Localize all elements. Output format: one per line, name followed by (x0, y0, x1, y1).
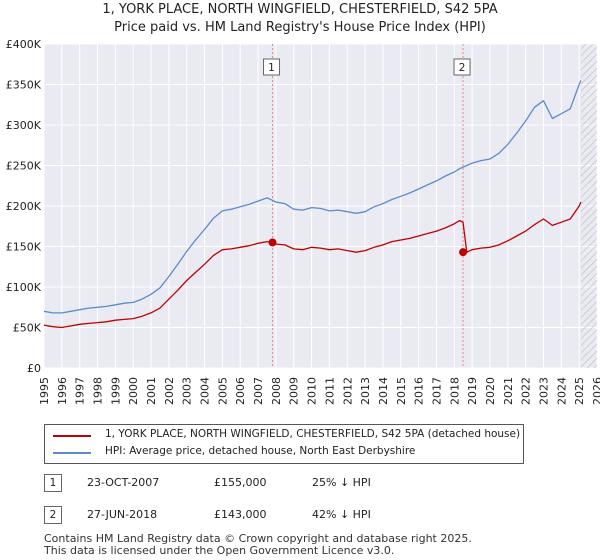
x-tick-label: 1995 (38, 377, 51, 405)
legend-label-hpi: HPI: Average price, detached house, Nort… (105, 445, 416, 457)
series-line (43, 201, 582, 329)
chart-title: 1, YORK PLACE, NORTH WINGFIELD, CHESTERF… (102, 2, 498, 17)
chart-subtitle: Price paid vs. HM Land Registry's House … (114, 20, 486, 35)
x-tick-label: 1998 (92, 377, 105, 405)
y-tick-label: £300K (6, 119, 42, 132)
transaction-hpi-diff: 25% ↓ HPI (312, 476, 371, 489)
transaction-label-box (263, 58, 281, 76)
transaction-point (459, 248, 468, 257)
x-tick-label: 2012 (341, 377, 354, 405)
x-tick-label: 2005 (216, 377, 229, 405)
x-tick-label: 2022 (520, 377, 533, 405)
x-tick-label: 2002 (163, 377, 176, 405)
x-tick-label: 2001 (145, 377, 158, 405)
x-tick-label: 2016 (413, 377, 426, 405)
x-tick-label: 2007 (252, 377, 265, 405)
price-chart: 1 2 £0 £50K £100K £150K £200K £250K £300K £350K £… (6, 38, 600, 405)
transaction-row: 1 23-OCT-2007 £155,000 25% ↓ HPI (44, 474, 564, 494)
x-tick-label: 2010 (306, 377, 319, 405)
x-tick-label: 2026 (591, 377, 600, 405)
x-tick-label: 2015 (395, 377, 408, 405)
transaction-number: 1 (44, 474, 62, 492)
y-tick-label: £250K (6, 160, 42, 173)
x-tick-label: 2024 (555, 377, 568, 405)
transaction-date: 27-JUN-2018 (87, 508, 158, 521)
x-tick-label: 2013 (359, 377, 372, 405)
x-tick-label: 1999 (109, 377, 122, 405)
transaction-row: 2 27-JUN-2018 £143,000 42% ↓ HPI (44, 506, 564, 526)
x-tick-label: 2011 (323, 377, 336, 405)
x-tick-label: 2018 (448, 377, 461, 405)
legend-swatch-hpi (53, 452, 91, 454)
y-tick-label: £50K (13, 322, 42, 335)
footer-copyright: Contains HM Land Registry data © Crown c… (44, 532, 472, 545)
y-tick-label: £100K (6, 281, 42, 294)
x-tick-label: 2017 (430, 377, 443, 405)
footer-licence: This data is licensed under the Open Gov… (44, 544, 395, 557)
transaction-price: £143,000 (214, 508, 267, 521)
x-tick-label: 2006 (234, 377, 247, 405)
y-tick-label: £150K (6, 241, 42, 254)
transaction-label: 2 (459, 62, 466, 74)
y-tick-label: £0 (27, 362, 41, 375)
x-tick-label: 2008 (270, 377, 283, 405)
x-tick-label: 2003 (181, 377, 194, 405)
transaction-number: 2 (44, 506, 62, 524)
x-tick-label: 2023 (537, 377, 550, 405)
x-tick-label: 2014 (377, 377, 390, 405)
x-tick-label: 2019 (466, 377, 479, 405)
legend-swatch-property (53, 435, 91, 437)
transaction-label-box (453, 58, 471, 76)
transaction-price: £155,000 (214, 476, 267, 489)
x-tick-label: 2020 (484, 377, 497, 405)
y-tick-label: £200K (6, 200, 42, 213)
x-tick-label: 2009 (288, 377, 301, 405)
forecast-hatch-region (580, 44, 597, 368)
x-tick-label: 1997 (74, 377, 87, 405)
x-tick-label: 2000 (127, 377, 140, 405)
legend: 1, YORK PLACE, NORTH WINGFIELD, CHESTERF… (44, 424, 524, 464)
transaction-date: 23-OCT-2007 (87, 476, 160, 489)
series-line (43, 80, 582, 314)
x-tick-label: 2021 (502, 377, 515, 405)
legend-label-property: 1, YORK PLACE, NORTH WINGFIELD, CHESTERF… (105, 428, 521, 440)
y-tick-label: £400K (6, 38, 42, 51)
y-tick-label: £350K (6, 79, 42, 92)
x-tick-label: 2025 (573, 377, 586, 405)
x-tick-label: 1996 (56, 377, 69, 405)
transaction-point (268, 238, 277, 247)
x-tick-label: 2004 (199, 377, 212, 405)
transaction-label: 1 (268, 62, 275, 74)
transaction-hpi-diff: 42% ↓ HPI (312, 508, 371, 521)
